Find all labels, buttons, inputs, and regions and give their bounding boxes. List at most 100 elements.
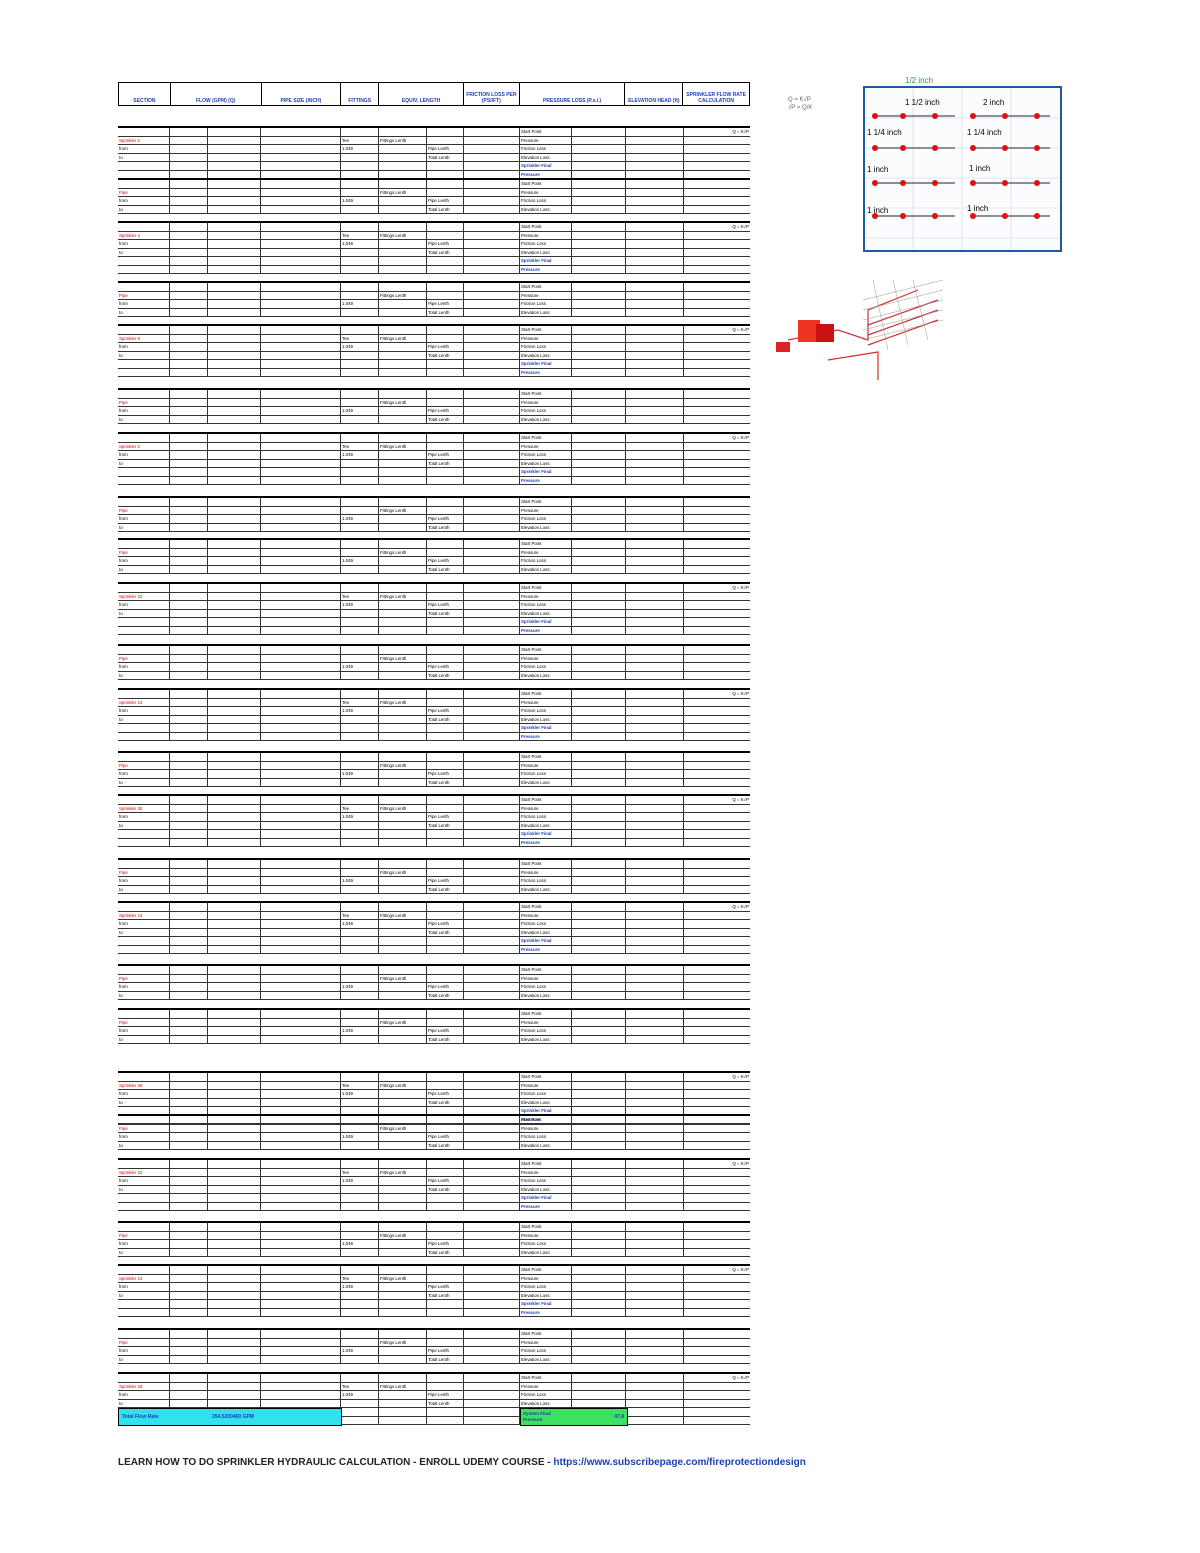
table-cell	[464, 1090, 520, 1098]
table-cell	[572, 813, 626, 821]
table-cell	[427, 136, 464, 144]
table-cell: Start Point	[520, 584, 572, 592]
table-cell: Elevation Loss	[520, 415, 572, 423]
table-cell	[208, 761, 261, 769]
table-cell	[464, 205, 520, 213]
table-cell	[170, 197, 208, 205]
table-cell	[170, 584, 208, 592]
table-cell	[208, 442, 261, 450]
table-cell	[427, 860, 464, 868]
table-cell: Fittings Lenth	[379, 398, 427, 406]
table-cell	[208, 724, 261, 732]
table-cell	[464, 415, 520, 423]
table-cell: Sprinkler 4	[118, 231, 170, 239]
table-cell	[379, 351, 427, 359]
calc-block: Start Point Pipe Fittings Lenth Pressure fro…	[118, 388, 750, 424]
table-cell: Friction Loss	[520, 145, 572, 153]
table-cell	[341, 265, 379, 273]
table-cell	[261, 813, 341, 821]
table-cell	[341, 476, 379, 484]
table-cell	[572, 609, 626, 617]
table-cell	[464, 1391, 520, 1399]
table-cell	[170, 162, 208, 170]
table-cell	[208, 326, 261, 334]
table-cell	[626, 162, 684, 170]
table-cell	[170, 407, 208, 415]
table-cell	[626, 626, 684, 634]
table-cell	[464, 1035, 520, 1043]
table-cell	[208, 162, 261, 170]
table-cell	[170, 170, 208, 178]
table-cell	[379, 515, 427, 523]
table-cell	[464, 1274, 520, 1282]
table-cell	[626, 796, 684, 804]
table-cell	[464, 1355, 520, 1363]
table-cell	[261, 548, 341, 556]
table-cell	[626, 415, 684, 423]
table-cell	[684, 232, 750, 240]
table-cell	[208, 136, 261, 144]
table-cell	[379, 830, 427, 838]
table-cell	[170, 1168, 208, 1176]
table-cell: Pressure	[520, 911, 572, 919]
table-cell	[341, 434, 379, 442]
table-cell	[464, 796, 520, 804]
table-cell	[626, 1185, 684, 1193]
table-cell	[379, 1283, 427, 1291]
table-cell: Sprinkler Final	[520, 830, 572, 838]
table-cell	[626, 690, 684, 698]
table-cell	[341, 1098, 379, 1106]
table-cell: Pressure	[520, 398, 572, 406]
table-cell	[170, 231, 208, 239]
table-row: Start Point	[118, 390, 750, 399]
table-cell	[118, 257, 170, 265]
table-cell	[261, 1202, 341, 1210]
table-cell	[261, 966, 341, 974]
table-cell	[626, 300, 684, 308]
table-cell	[170, 1027, 208, 1035]
table-cell	[341, 974, 379, 982]
table-cell	[572, 476, 626, 484]
table-row: from 1.049 Pipe Lenth Friction Loss	[118, 663, 750, 672]
table-cell	[379, 707, 427, 715]
table-cell	[626, 991, 684, 999]
table-cell	[684, 390, 750, 398]
table-cell	[379, 170, 427, 178]
table-cell	[208, 398, 261, 406]
table-row: to Total Lenth Elevation Loss	[118, 1098, 750, 1107]
table-cell: Tee	[341, 911, 379, 919]
table-cell	[170, 498, 208, 506]
table-cell	[626, 974, 684, 982]
table-cell	[170, 565, 208, 573]
table-cell	[208, 592, 261, 600]
table-cell	[261, 498, 341, 506]
table-cell	[341, 368, 379, 376]
course-link[interactable]: https://www.subscribepage.com/fireprotec…	[553, 1457, 806, 1468]
table-row: to Total Lenth Elevation Loss	[118, 1399, 750, 1408]
calc-block: Start Point Pipe Fittings Lenth Pressure fro…	[118, 751, 750, 787]
table-cell	[572, 1141, 626, 1149]
table-cell	[572, 1308, 626, 1316]
table-cell: Pipe Lenth	[427, 707, 464, 715]
table-cell: Pressure	[520, 1018, 572, 1026]
table-row: from 1.049 Pipe Lenth Friction Loss	[118, 1347, 750, 1356]
table-cell	[684, 352, 750, 360]
calc-block: Start Point Q = K√P Sprinkler 4 Tee Fittings…	[118, 221, 750, 274]
table-cell	[261, 565, 341, 573]
table-cell	[626, 451, 684, 459]
table-cell	[118, 618, 170, 626]
table-cell	[626, 885, 684, 893]
table-cell	[572, 398, 626, 406]
table-cell	[464, 1124, 520, 1132]
table-cell	[341, 498, 379, 506]
table-cell	[626, 343, 684, 351]
table-cell	[170, 540, 208, 548]
table-cell	[427, 540, 464, 548]
table-cell	[208, 920, 261, 928]
table-row: Sprinkler 24 Tee Fittings Lenth Pressure	[118, 698, 750, 707]
table-cell: Pipe	[118, 1338, 170, 1346]
table-cell	[464, 1073, 520, 1081]
table-cell	[684, 154, 750, 162]
col-fittings: FITTINGS	[341, 83, 380, 105]
table-cell	[684, 707, 750, 715]
